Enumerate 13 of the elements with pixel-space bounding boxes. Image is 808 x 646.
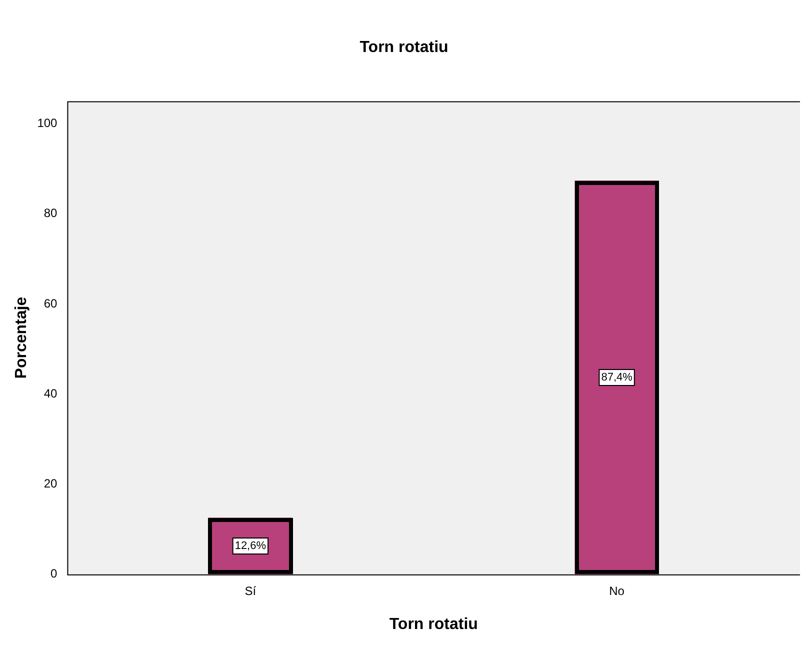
- data-label: 87,4%: [601, 371, 633, 384]
- y-tick-label: 0: [50, 566, 58, 581]
- y-tick-label: 60: [44, 296, 58, 310]
- y-axis-title: Porcentaje: [13, 296, 30, 379]
- y-tick-label: 20: [44, 476, 58, 491]
- x-tick-label: Sí: [244, 584, 257, 598]
- data-label: 12,6%: [234, 540, 266, 552]
- chart-title: Torn rotatiu: [360, 39, 448, 56]
- y-tick-label: 100: [37, 116, 58, 130]
- x-axis-title: Torn rotatiu: [389, 616, 478, 633]
- y-tick-label: 80: [44, 206, 58, 220]
- y-tick-label: 40: [44, 386, 58, 400]
- x-tick-label: No: [609, 584, 625, 598]
